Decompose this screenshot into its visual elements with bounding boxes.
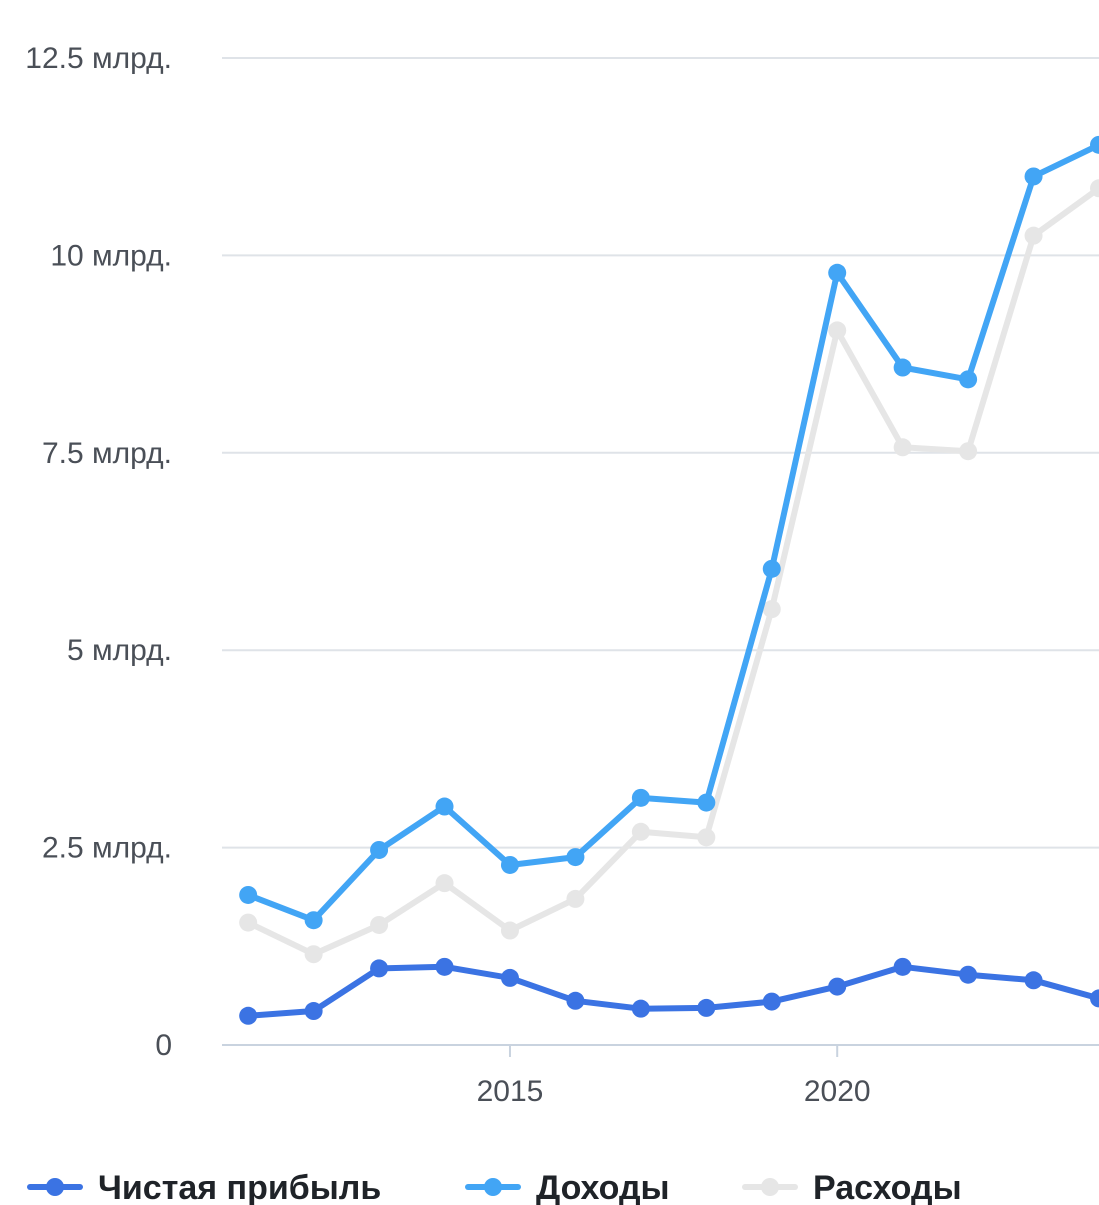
data-point[interactable] (1024, 971, 1043, 990)
data-point[interactable] (762, 559, 781, 578)
data-point[interactable] (959, 442, 978, 461)
series-line (245, 185, 1099, 958)
data-point[interactable] (762, 992, 781, 1011)
data-point[interactable] (239, 885, 258, 904)
series-доходы (239, 135, 1099, 930)
data-point[interactable] (370, 915, 389, 934)
data-point[interactable] (1024, 167, 1043, 186)
x-axis-ticks: 2015 2020 (477, 1045, 871, 1108)
series-чистая-прибыль (239, 957, 1099, 1025)
data-point[interactable] (304, 1002, 323, 1021)
data-point[interactable] (959, 965, 978, 984)
data-point[interactable] (893, 438, 912, 457)
data-point[interactable] (435, 957, 454, 976)
y-tick-label: 0 (155, 1029, 172, 1062)
data-point[interactable] (239, 1006, 258, 1025)
data-point[interactable] (697, 793, 716, 812)
data-point[interactable] (370, 959, 389, 978)
data-point[interactable] (1024, 226, 1043, 245)
data-point[interactable] (893, 957, 912, 976)
data-point[interactable] (631, 822, 650, 841)
data-point[interactable] (304, 945, 323, 964)
data-point[interactable] (1090, 179, 1099, 198)
data-point[interactable] (1090, 135, 1099, 154)
data-point[interactable] (959, 370, 978, 389)
legend-item-расходы[interactable]: Расходы (742, 1169, 962, 1205)
data-point[interactable] (697, 998, 716, 1017)
data-point[interactable] (762, 600, 781, 619)
y-tick-label: 5 млрд. (67, 634, 172, 667)
y-tick-label: 7.5 млрд. (42, 437, 172, 470)
legend-item-чистая-прибыль[interactable]: Чистая прибыль (27, 1169, 381, 1205)
data-point[interactable] (828, 977, 847, 996)
data-point[interactable] (435, 874, 454, 893)
data-point[interactable] (566, 991, 585, 1010)
series-line (245, 963, 1099, 1019)
legend-swatch-dot (761, 1178, 779, 1196)
series-line (245, 141, 1099, 924)
series-расходы (239, 179, 1099, 964)
chart-series (239, 135, 1099, 1025)
data-point[interactable] (304, 911, 323, 930)
data-point[interactable] (631, 788, 650, 807)
data-point[interactable] (893, 358, 912, 377)
chart-legend: Чистая прибыль Доходы Расходы (27, 1169, 962, 1205)
data-point[interactable] (566, 848, 585, 867)
legend-label: Расходы (813, 1169, 962, 1205)
data-point[interactable] (370, 840, 389, 859)
data-point[interactable] (631, 999, 650, 1018)
legend-swatch-dot (484, 1178, 502, 1196)
chart-grid (222, 57, 1099, 1046)
data-point[interactable] (239, 913, 258, 932)
y-tick-label: 10 млрд. (50, 239, 172, 272)
x-tick-label: 2020 (804, 1075, 871, 1108)
data-point[interactable] (828, 321, 847, 340)
y-tick-label: 2.5 млрд. (42, 832, 172, 865)
legend-swatch-dot (46, 1178, 64, 1196)
legend-label: Доходы (536, 1169, 670, 1205)
data-point[interactable] (828, 263, 847, 282)
y-tick-label: 12.5 млрд. (25, 42, 172, 75)
data-point[interactable] (566, 889, 585, 908)
data-point[interactable] (500, 968, 519, 987)
data-point[interactable] (500, 855, 519, 874)
legend-item-доходы[interactable]: Доходы (465, 1169, 670, 1205)
data-point[interactable] (697, 828, 716, 847)
y-axis-ticks: 0 2.5 млрд. 5 млрд. 7.5 млрд. 10 млрд. 12.5 м… (25, 42, 172, 1062)
legend-label: Чистая прибыль (98, 1169, 381, 1205)
x-tick-label: 2015 (477, 1075, 544, 1108)
data-point[interactable] (435, 797, 454, 816)
data-point[interactable] (1090, 989, 1099, 1008)
data-point[interactable] (500, 921, 519, 940)
